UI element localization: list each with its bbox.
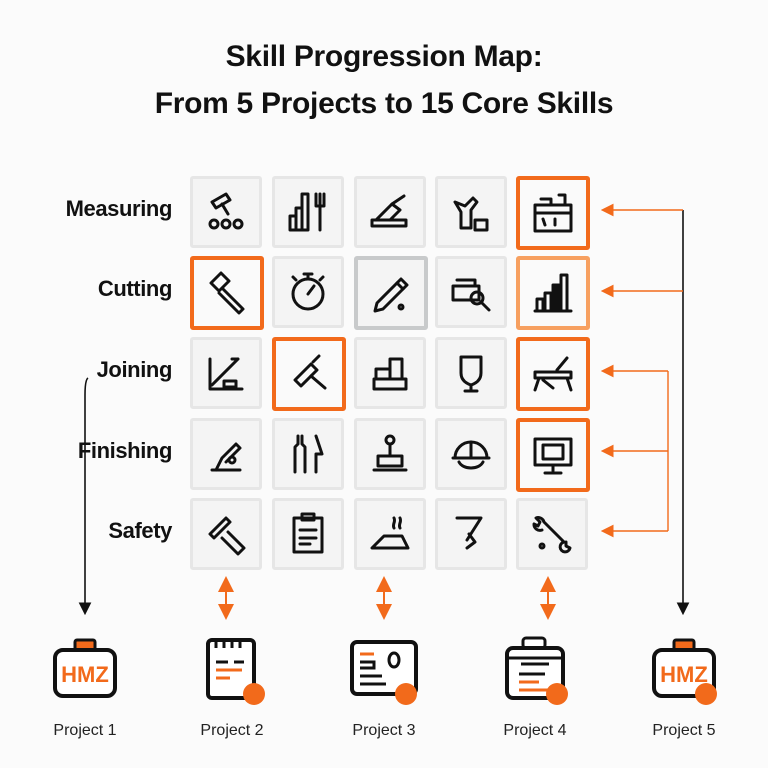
- skill-cell[interactable]: [516, 498, 588, 570]
- iron-icon: [370, 516, 410, 550]
- project-4[interactable]: Project 4: [485, 636, 585, 740]
- skill-cell[interactable]: [354, 256, 428, 330]
- skill-cell[interactable]: [435, 498, 507, 570]
- project-1[interactable]: HMZ Project 1: [35, 636, 135, 740]
- skill-cell[interactable]: [272, 176, 344, 248]
- skill-cell[interactable]: [272, 498, 344, 570]
- monitor-icon: [533, 437, 573, 475]
- shield-badge-icon: [459, 355, 483, 393]
- skill-cell[interactable]: [354, 176, 426, 248]
- skill-cell[interactable]: [516, 337, 590, 411]
- clipboard-icon: [292, 512, 324, 554]
- skill-cell[interactable]: [516, 176, 590, 250]
- plane-tool-icon: [370, 194, 408, 228]
- skill-cell[interactable]: [190, 176, 262, 248]
- row-label-joining: Joining: [96, 357, 173, 382]
- project-label: Project 4: [503, 722, 567, 739]
- skill-cell[interactable]: [190, 256, 264, 330]
- drill-press-icon: [210, 442, 242, 472]
- skill-cell[interactable]: [354, 337, 426, 409]
- project-label: Project 3: [352, 722, 416, 739]
- row-label-measuring: Measuring: [65, 196, 173, 221]
- project-3[interactable]: Project 3: [334, 636, 434, 740]
- skill-cell[interactable]: [190, 498, 262, 570]
- project-badge-text: HMZ: [660, 662, 708, 687]
- project-badge-text: HMZ: [61, 662, 109, 687]
- project-label: Project 1: [53, 722, 117, 739]
- clamp-icon: [455, 516, 483, 550]
- title-line-2: From 5 Projects to 15 Core Skills: [154, 87, 614, 120]
- stopwatch-icon: [291, 272, 325, 311]
- hammer-icon: [209, 271, 245, 315]
- bar-chart-icon: [533, 273, 573, 313]
- briefcase-icon: HMZ: [652, 638, 717, 705]
- project-2[interactable]: Project 2: [182, 636, 282, 740]
- stamp-icon: [372, 434, 408, 472]
- skill-cell[interactable]: [516, 418, 590, 492]
- box-search-icon: [451, 278, 491, 312]
- skill-cell[interactable]: [190, 418, 262, 490]
- skill-cell[interactable]: [435, 176, 507, 248]
- skill-cell[interactable]: [435, 256, 507, 328]
- skill-cell[interactable]: [354, 498, 426, 570]
- bars-fork-icon: [288, 192, 326, 232]
- wrench-icon: [532, 516, 572, 554]
- ruler-cross-icon: [208, 516, 246, 556]
- skill-cell[interactable]: [272, 418, 344, 490]
- row-label-finishing: Finishing: [77, 438, 173, 463]
- workbench-tool-icon: [453, 196, 489, 232]
- briefcase-icon: HMZ: [53, 638, 117, 698]
- project-label: Project 5: [652, 722, 716, 739]
- blocks-icon: [372, 357, 408, 391]
- skill-cell[interactable]: [516, 256, 590, 330]
- id-card-icon: [350, 640, 418, 705]
- skill-cell[interactable]: [272, 256, 344, 328]
- row-label-safety: Safety: [108, 518, 172, 543]
- row-label-cutting: Cutting: [97, 276, 173, 301]
- title-line-1: Skill Progression Map:: [225, 40, 543, 73]
- notepad-icon: [206, 638, 265, 705]
- bench-saw-icon: [533, 356, 573, 392]
- project-5[interactable]: HMZ Project 5: [634, 636, 734, 740]
- skill-cell[interactable]: [354, 418, 426, 490]
- skill-cell[interactable]: [435, 418, 507, 490]
- skill-cell[interactable]: [272, 337, 346, 411]
- pencil-icon: [373, 277, 409, 313]
- wrench-knife-icon: [293, 434, 324, 474]
- mallet-icon: [293, 354, 327, 390]
- saw-icon: [208, 357, 244, 391]
- roller-icon: [208, 192, 244, 230]
- toolbox-shelf-icon: [533, 193, 573, 233]
- clipboard-list-icon: [505, 636, 568, 705]
- skill-cell[interactable]: [435, 337, 507, 409]
- hard-hat-icon: [451, 440, 491, 470]
- project-label: Project 2: [200, 722, 264, 739]
- skill-cell[interactable]: [190, 337, 262, 409]
- connector-to-project-1: [78, 377, 92, 616]
